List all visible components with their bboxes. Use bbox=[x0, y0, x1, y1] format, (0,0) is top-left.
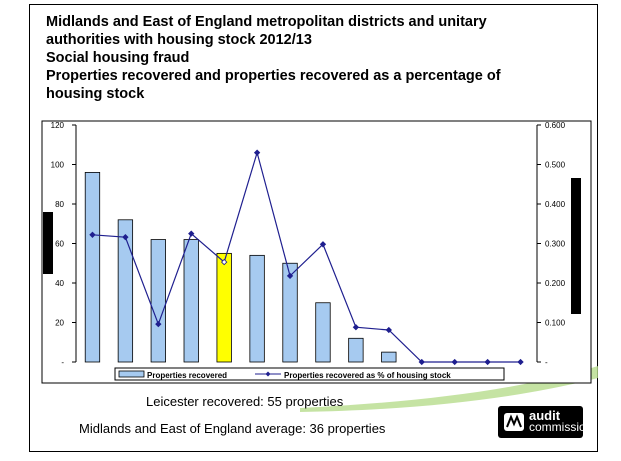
line-point bbox=[517, 358, 524, 366]
bar bbox=[150, 239, 166, 363]
average-note: Midlands and East of England average: 36… bbox=[79, 421, 386, 436]
right-tick-label: 0.300 bbox=[545, 240, 566, 249]
line-point bbox=[484, 358, 491, 366]
leicester-note: Leicester recovered: 55 properties bbox=[146, 394, 344, 409]
line-point bbox=[418, 358, 425, 366]
right-side-block bbox=[571, 178, 581, 314]
bar bbox=[381, 351, 397, 363]
bar bbox=[216, 252, 232, 363]
legend-box bbox=[114, 367, 505, 381]
line-point bbox=[155, 320, 162, 328]
line-point bbox=[451, 358, 458, 366]
bar bbox=[282, 262, 298, 363]
left-tick-label: 20 bbox=[55, 319, 64, 328]
logo-line-1: audit bbox=[529, 408, 561, 423]
bar bbox=[117, 219, 134, 363]
line-point bbox=[319, 241, 327, 248]
title-line-5: housing stock bbox=[46, 86, 145, 102]
legend: Properties recovered Properties recovere… bbox=[114, 367, 505, 381]
right-tick-label: 0.500 bbox=[545, 161, 566, 170]
title-line-4: Properties recovered and properties reco… bbox=[46, 68, 501, 84]
line-point bbox=[221, 258, 228, 266]
right-tick-label: 0.100 bbox=[545, 319, 566, 328]
bar bbox=[249, 254, 265, 363]
bar bbox=[183, 239, 199, 363]
line-point bbox=[352, 324, 360, 331]
logo-line-2: commission bbox=[529, 420, 593, 434]
audit-commission-logo: audit commission bbox=[498, 406, 592, 438]
legend-swatch-bars bbox=[118, 370, 145, 378]
left-tick-label: 40 bbox=[55, 279, 64, 288]
left-side-block bbox=[43, 212, 53, 274]
title-line-1: Midlands and East of England metropolita… bbox=[46, 14, 487, 30]
line-point bbox=[122, 234, 129, 241]
left-tick-label: 100 bbox=[51, 161, 65, 170]
left-tick-label: 80 bbox=[55, 200, 64, 209]
left-tick-label: 120 bbox=[51, 121, 65, 130]
legend-swatch-marker bbox=[265, 371, 271, 377]
line-point bbox=[385, 326, 392, 334]
bar bbox=[84, 171, 101, 363]
right-tick-label: 0.400 bbox=[545, 200, 566, 209]
title-line-3: Social housing fraud bbox=[46, 50, 190, 66]
right-tick-label: 0.200 bbox=[545, 279, 566, 288]
right-tick-label: 0.600 bbox=[545, 121, 566, 130]
legend-label-line: Properties recovered as % of housing sto… bbox=[284, 371, 451, 380]
left-tick-label: 60 bbox=[55, 240, 64, 249]
background-swoosh bbox=[300, 366, 598, 412]
line-point bbox=[188, 230, 195, 237]
percentage-line bbox=[92, 150, 521, 363]
line-point bbox=[286, 272, 294, 280]
left-tick-label: - bbox=[61, 358, 64, 367]
chart-title: Midlands and East of England metropolita… bbox=[46, 13, 586, 103]
bar bbox=[348, 337, 364, 363]
logo-mark-icon bbox=[504, 413, 524, 431]
line-point bbox=[253, 149, 261, 156]
line-point bbox=[89, 231, 96, 238]
legend-label-bars: Properties recovered bbox=[147, 371, 227, 380]
title-line-2: authorities with housing stock 2012/13 bbox=[46, 32, 312, 48]
right-tick-label: - bbox=[545, 358, 548, 367]
bar bbox=[315, 302, 331, 363]
